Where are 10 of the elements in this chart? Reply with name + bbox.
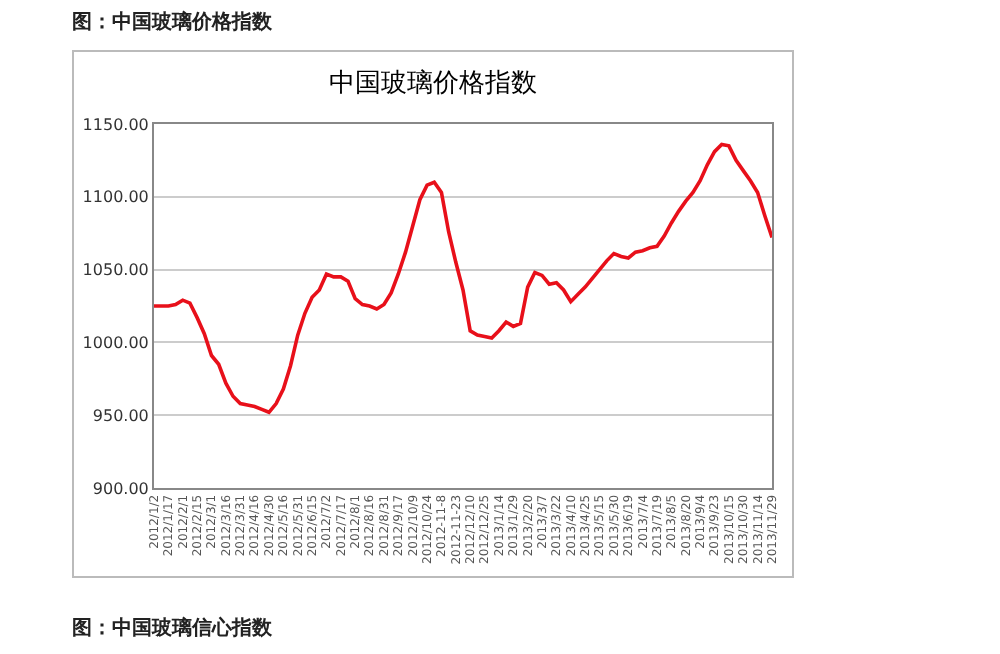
chart-title: 中国玻璃价格指数 <box>329 69 537 100</box>
y-tick-label: 1050.00 <box>82 261 149 280</box>
text: 图：中国玻璃价格指数 <box>72 8 272 36</box>
y-tick-label: 950.00 <box>92 406 149 425</box>
text: 图：中国玻璃信心指数 <box>72 614 272 642</box>
y-tick-label: 1150.00 <box>82 115 149 134</box>
y-tick-label: 1100.00 <box>82 188 149 207</box>
line-series <box>154 142 772 415</box>
y-tick-label: 1000.00 <box>82 334 149 352</box>
y-tick-label: 900.00 <box>92 479 149 498</box>
